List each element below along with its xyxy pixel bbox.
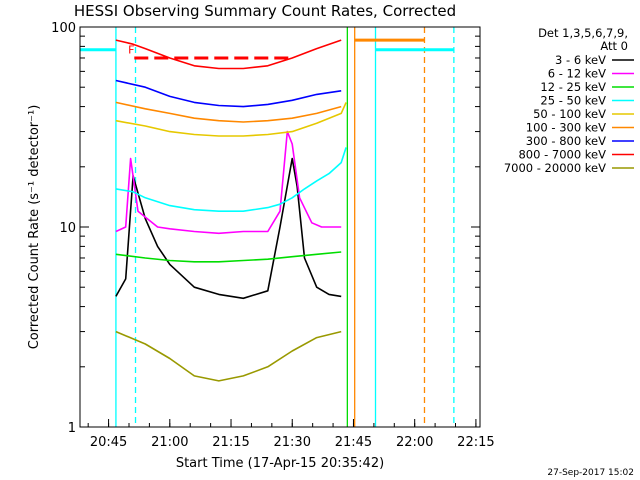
legend-label-300-800-kev: 300 - 800 keV (526, 134, 606, 148)
x-axis-label: Start Time (17-Apr-15 20:35:42) (176, 456, 384, 471)
y-axis-label: Corrected Count Rate (s⁻¹ detector⁻¹) (27, 105, 42, 350)
x-tick-label-20-45: 20:45 (90, 435, 127, 450)
flag-segments: F (80, 38, 454, 60)
legend-label-6-12-kev: 6 - 12 keV (548, 67, 606, 81)
y-tick-label-1: 1 (68, 421, 76, 436)
legend-label-50-100-kev: 50 - 100 keV (533, 107, 606, 121)
chart-title: HESSI Observing Summary Count Rates, Cor… (74, 2, 456, 20)
series-line-25-50-kev (115, 147, 347, 212)
series-lines (115, 39, 347, 382)
axis-ticks: 20:45 21:00 21:15 21:30 21:45 22:00 22:15 1 10 10… (51, 21, 494, 450)
legend-label-7000-20000-kev: 7000 - 20000 keV (504, 161, 606, 175)
timestamp: 27-Sep-2017 15:02 (547, 468, 634, 478)
x-tick-label-21-00: 21:00 (151, 435, 188, 450)
series-line-7000-20000-kev (115, 330, 342, 382)
plot-area: F 20:45 21:00 21:15 21:30 21:45 22:00 22:15 1 10… (51, 21, 494, 450)
legend-label-800-7000-kev: 800 - 7000 keV (518, 148, 606, 162)
series-line-6-12-kev (115, 130, 342, 235)
x-tick-label-22-00: 22:00 (396, 435, 433, 450)
x-tick-label-21-45: 21:45 (335, 435, 372, 450)
y-tick-label-100: 100 (51, 21, 76, 36)
series-line-3-6-kev (115, 157, 342, 300)
x-tick-label-21-30: 21:30 (274, 435, 311, 450)
series-line-100-300-kev (115, 101, 342, 123)
series-line-12-25-kev (115, 251, 342, 263)
legend-label-100-300-kev: 100 - 300 keV (526, 121, 606, 135)
legend-label-3-6-kev: 3 - 6 keV (555, 53, 606, 67)
series-line-800-7000-kev (115, 39, 342, 70)
series-line-50-100-kev (115, 102, 347, 137)
legend-label-25-50-kev: 25 - 50 keV (540, 94, 606, 108)
vertical-markers (115, 27, 455, 427)
legend-label-12-25-kev: 12 - 25 keV (540, 80, 606, 94)
x-tick-label-21-15: 21:15 (212, 435, 249, 450)
y-tick-label-10: 10 (59, 221, 76, 236)
x-tick-label-22-15: 22:15 (457, 435, 494, 450)
legend-header-line-1: Det 1,3,5,6,7,9, (538, 26, 628, 40)
series-line-300-800-kev (115, 79, 342, 108)
legend-header-line-2: Att 0 (600, 39, 628, 53)
annotation-0: F (128, 44, 134, 57)
